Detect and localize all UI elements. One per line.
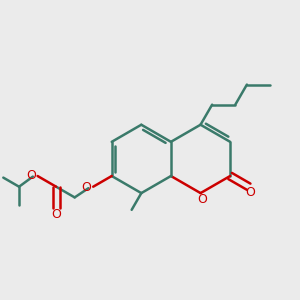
Text: O: O	[82, 181, 92, 194]
Text: O: O	[26, 169, 36, 182]
Text: O: O	[245, 186, 255, 199]
Text: O: O	[197, 193, 207, 206]
Text: O: O	[51, 208, 61, 220]
